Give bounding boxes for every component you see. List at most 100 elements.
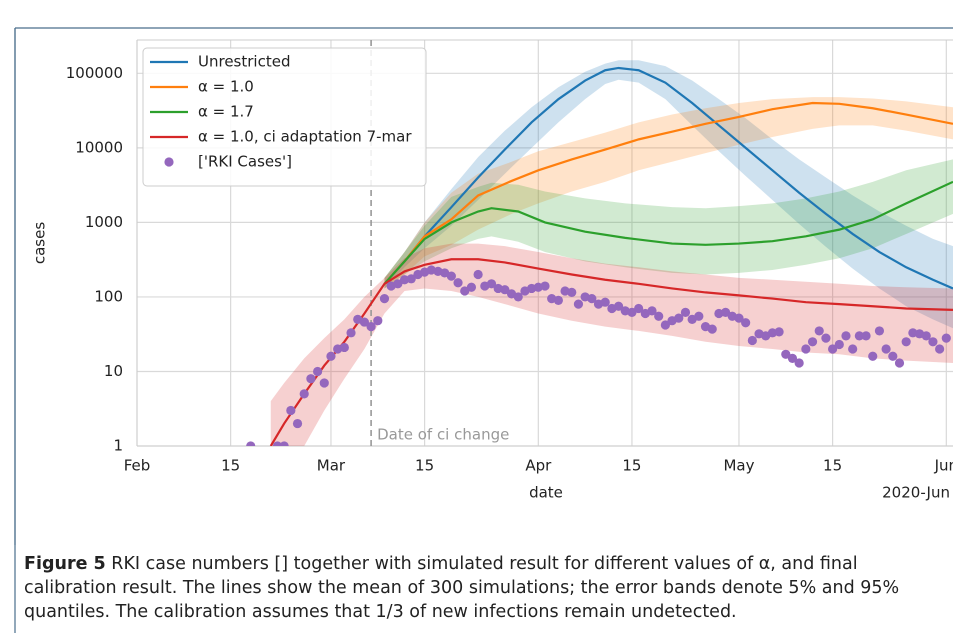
- rki-point: [299, 389, 309, 399]
- rki-point: [306, 374, 316, 384]
- rki-point: [861, 331, 871, 341]
- rki-point: [379, 293, 390, 304]
- y-tick-label: 10000: [75, 138, 123, 156]
- x-tick-label: Feb: [124, 457, 151, 475]
- rki-point: [654, 311, 664, 321]
- rki-point: [801, 344, 811, 354]
- rki-point: [868, 351, 878, 361]
- rki-point: [346, 328, 356, 338]
- rki-point: [647, 306, 657, 316]
- rki-point: [246, 441, 256, 446]
- caption-text: RKI case numbers [] together with simula…: [24, 554, 900, 622]
- rki-point: [634, 303, 644, 314]
- legend-label: α = 1.0, ci adaptation 7-mar: [198, 128, 412, 146]
- rki-point: [787, 353, 798, 363]
- series-line: [383, 66, 953, 290]
- rki-point: [326, 351, 336, 361]
- rki-point: [747, 335, 757, 346]
- x-tick-label: Jun: [934, 457, 953, 475]
- rki-point: [935, 344, 945, 354]
- rki-point: [553, 295, 563, 305]
- legend: Unrestricted α = 1.0 α = 1.7 α = 1.0, ci ad…: [142, 47, 427, 187]
- rki-point: [694, 311, 704, 321]
- rki-point: [339, 342, 349, 353]
- figure: cases date 2020-Jun 1 10 100 1000 10000 10000…: [14, 27, 953, 545]
- rki-point: [881, 344, 891, 354]
- rki-point: [466, 282, 477, 292]
- x-tick-label: 15: [221, 457, 240, 475]
- rki-point: [446, 271, 456, 281]
- rki-point: [928, 337, 938, 347]
- x-tick-label: May: [723, 457, 754, 475]
- x-tick-label: Mar: [317, 457, 346, 475]
- x-offset-label: 2020-Jun: [882, 484, 950, 502]
- rki-point: [707, 324, 717, 334]
- ci-change-label: Date of ci change: [377, 426, 509, 444]
- y-tick-label: 100: [94, 287, 123, 305]
- rki-point: [834, 339, 844, 350]
- rki-point: [393, 279, 403, 289]
- rki-point: [286, 405, 296, 416]
- rki-point: [486, 279, 497, 289]
- rki-point: [874, 326, 885, 336]
- y-axis-label: cases: [31, 222, 49, 264]
- rki-point: [567, 287, 577, 298]
- rki-point: [888, 351, 898, 361]
- rki-point: [774, 327, 784, 337]
- series-line: [383, 180, 953, 285]
- legend-label: Unrestricted: [198, 53, 290, 71]
- legend-label: ['RKI Cases']: [198, 153, 292, 171]
- caption-label: Figure 5: [24, 554, 106, 574]
- series-line: [269, 258, 953, 446]
- legend-box: [142, 47, 427, 187]
- rki-point: [473, 269, 483, 280]
- y-tick-label: 1000: [85, 213, 123, 231]
- rki-point: [841, 331, 851, 341]
- rki-point: [406, 274, 416, 284]
- rki-point: [366, 321, 376, 332]
- rki-point: [359, 317, 370, 327]
- rki-point: [573, 299, 584, 309]
- rki-point: [373, 316, 383, 326]
- rki-point: [513, 292, 523, 302]
- legend-marker: [164, 157, 174, 167]
- rki-point: [453, 278, 463, 288]
- error-band: [384, 97, 953, 289]
- rki-point: [587, 293, 597, 304]
- legend-label: α = 1.0: [198, 78, 254, 96]
- rki-point: [279, 441, 289, 446]
- rki-point: [292, 418, 303, 429]
- y-tick-label: 10: [104, 362, 123, 380]
- rki-point: [741, 318, 751, 328]
- rki-point: [540, 281, 550, 291]
- rki-point: [319, 378, 329, 388]
- rki-point: [734, 313, 744, 323]
- rki-point: [312, 366, 323, 377]
- error-band: [270, 243, 953, 446]
- rki-point: [821, 333, 831, 343]
- rki-point: [680, 307, 691, 318]
- rki-point: [828, 344, 838, 354]
- rki-point: [613, 301, 624, 311]
- rki-point: [460, 286, 470, 296]
- x-axis-label: date: [529, 484, 563, 502]
- rki-point: [627, 307, 637, 318]
- rki-point: [921, 331, 931, 341]
- rki-point: [674, 313, 684, 323]
- rki-point: [660, 320, 670, 330]
- rki-point: [720, 307, 731, 318]
- x-tick-label: 15: [622, 457, 641, 475]
- rki-point: [941, 333, 951, 343]
- caption: Figure 5 RKI case numbers [] together wi…: [24, 552, 929, 624]
- x-tick-label: 15: [823, 457, 842, 475]
- rki-point: [600, 297, 610, 307]
- x-tick-label: Apr: [525, 457, 552, 475]
- rki-point: [807, 337, 818, 347]
- rki-point: [781, 349, 791, 359]
- y-tick-label: 100000: [66, 64, 123, 82]
- y-tick-label: 1: [113, 437, 123, 455]
- x-tick-label: 15: [415, 457, 434, 475]
- error-band: [384, 159, 953, 289]
